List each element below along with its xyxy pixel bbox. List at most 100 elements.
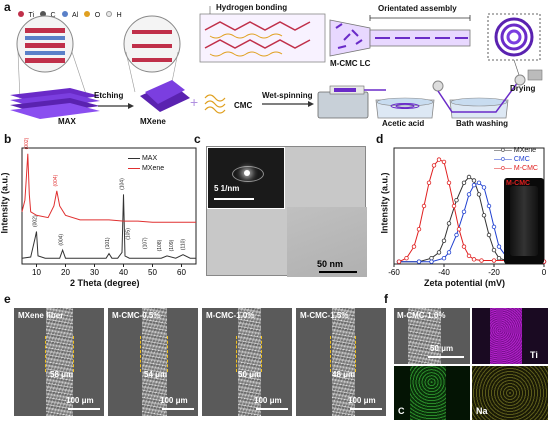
acetic-acid-label: Acetic acid [382,119,425,128]
mxene-crystal [132,30,172,62]
legend: MAX MXene [128,154,164,174]
diameter-label: 48 μm [332,370,356,379]
peak-label: (109) [169,239,175,251]
y-axis-label: Intensity (a.u.) [0,172,10,234]
etching-label: Etching [94,91,124,100]
scale-label: 50 μm [430,344,454,353]
scale-bar [256,408,288,410]
panel-b: b 10 20 30 40 50 60 (002) (004) (002) (004) (101) (… [0,132,205,292]
sem-image-mcmc-1-5: M-CMC-1.5% 48 μm 100 μm [296,308,386,416]
peak-label: (101) [105,237,111,249]
data-point-mxene [486,232,492,238]
data-point-mcmc [461,244,467,249]
data-point-cmc [446,250,452,255]
washing-bath [437,69,543,119]
data-point-mxene [461,180,467,185]
data-point-cmc [454,232,459,238]
peak-label: (105) [125,228,131,240]
data-point-mxene [446,221,452,226]
data-point-mcmc [471,257,477,262]
scale-label: 100 μm [160,396,188,405]
x-tick-label: 60 [177,268,186,277]
acetic-acid-bath [375,80,444,119]
data-point-mxene [496,255,502,261]
x-tick-label: 50 [148,268,157,277]
diameter-label: 50 μm [238,370,262,379]
legend-o: O [84,4,100,22]
peak-label: (004) [53,174,59,186]
schematic-illustration [10,6,543,119]
legend-cmc: —o— CMC [494,156,530,163]
data-point-mcmc [404,255,409,261]
x-tick-label: 20 [61,268,70,277]
panel-label: b [4,132,12,146]
x-tick-label: 40 [119,268,128,277]
peak-label: (104) [120,178,126,190]
data-point-mxene [429,255,434,261]
legend: —o— MXene —o— CMC —o— M-CMC [494,146,538,173]
scale-bar [319,271,357,273]
panel-label: d [376,132,384,146]
vial-label: M-CMC [506,180,531,187]
series-line-mxene [21,153,196,223]
plot-frame [21,147,197,265]
legend-ti: Ti [18,4,34,22]
legend-max: MAX [128,154,164,164]
x-tick-label: 10 [32,268,41,277]
scale-label: 50 nm [317,259,344,269]
data-point-mxene [471,178,477,183]
scale-label: 100 μm [66,396,94,405]
data-point-mcmc [451,203,457,209]
tem-image: 5 1/nm 50 nm [206,146,367,277]
data-point-mcmc [441,159,447,165]
wet-spinning-label: Wet-spinning [262,91,313,100]
scale-label: 100 μm [254,396,282,405]
data-point-cmc [429,259,434,264]
data-point-mxene [454,197,459,203]
atom-legend: Ti C Al O H [18,4,122,22]
sem-title: M-CMC-0.5% [112,311,161,320]
y-axis-label: Intensity (a.u.) [379,172,390,234]
sem-title: M-CMC-1.5% [300,311,349,320]
legend-c: C [40,4,56,22]
max-stack [10,88,100,119]
peak-label: (004) [59,234,65,246]
max-label: MAX [58,117,76,126]
panel-c: c 5 1/nm 50 nm [192,132,375,292]
peak-label: (110) [180,239,186,251]
data-point-mxene [491,247,497,253]
data-point-mcmc [411,244,417,249]
data-point-mcmc [421,203,427,209]
legend-mxene: MXene [128,164,164,174]
inset-scale-bar [214,198,254,200]
panel-a: a Ti C Al O H [0,0,550,130]
plot-frame [393,147,545,265]
data-point-mcmc [466,253,472,259]
scale-label: 100 μm [348,396,376,405]
data-point-mxene [466,174,472,180]
panel-e: e MXene fiber 58 μm 100 μm M-CMC-0.5% 54… [0,292,400,421]
data-point-mcmc [446,180,452,185]
mcmc-lc-label: M-CMC LC [330,59,371,68]
x-tick-label: 0 [542,268,547,277]
sem-image-mcmc-0-5: M-CMC-0.5% 54 μm 100 μm [108,308,198,416]
plus-sign: + [190,94,199,110]
data-point-cmc [491,224,497,230]
data-point-mxene [436,250,442,255]
data-point-mcmc [491,258,497,263]
sem-title: M-CMC-1.0% [397,311,446,320]
data-point-cmc [441,255,447,261]
x-tick-label: -20 [488,268,500,277]
cmc-chains [204,94,226,114]
element-label: Ti [530,350,538,360]
max-crystal [25,28,65,63]
hbond-label: Hydrogen bonding [216,3,288,12]
series-line-max [21,194,196,259]
data-point-mcmc [396,259,402,264]
peak-label: (108) [157,239,163,251]
mxene-label: MXene [140,117,166,126]
diameter-label: 54 μm [144,370,168,379]
data-point-cmc [476,180,482,185]
hbond-lattice [204,21,311,57]
element-label: C [398,406,405,416]
